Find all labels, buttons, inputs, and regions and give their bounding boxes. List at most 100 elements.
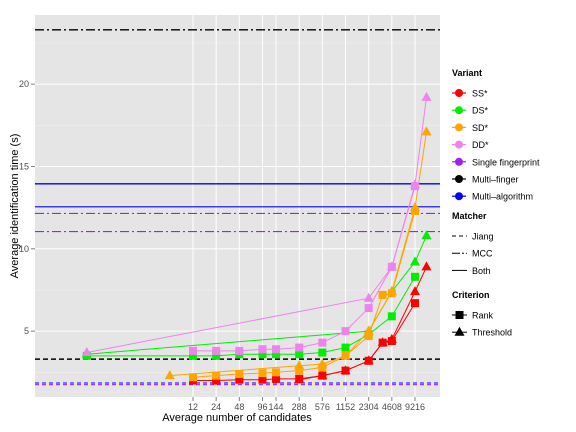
threshold-marker (386, 261, 397, 271)
rank-marker (364, 332, 373, 341)
series-line (299, 266, 427, 381)
threshold-marker (363, 292, 374, 302)
grid-minor (35, 42, 440, 373)
x-tick-label: 144 (269, 402, 284, 412)
y-axis-title: Average identification time (s) (9, 134, 21, 279)
data-series (81, 91, 432, 385)
rank-marker (212, 346, 221, 355)
threshold-marker (317, 358, 328, 368)
rank-marker (341, 327, 350, 336)
rank-marker (212, 376, 221, 385)
y-tick-label: 5 (24, 326, 29, 336)
legend-label-variant: DD* (472, 140, 489, 150)
rank-marker (212, 371, 221, 380)
y-tick-label: 20 (19, 79, 29, 89)
rank-marker (378, 290, 387, 299)
threshold-marker (421, 261, 432, 271)
threshold-marker (410, 179, 420, 189)
legend-label-variant: SD* (472, 123, 489, 133)
legend-label-matcher: MCC (472, 249, 493, 259)
rank-marker (235, 369, 244, 378)
legend-label-criterion: Rank (472, 311, 494, 321)
rank-marker (364, 304, 373, 313)
x-tick-label: 1152 (336, 402, 355, 412)
threshold-marker (410, 286, 420, 296)
legend-label-variant: Multi–algorithm (472, 192, 533, 202)
rank-marker (189, 351, 197, 360)
rank-marker (272, 374, 281, 383)
rank-marker (295, 343, 304, 352)
threshold-marker (410, 256, 420, 266)
legend-key-dot (455, 123, 463, 132)
legend-title-criterion: Criterion (452, 290, 490, 300)
x-tick-label: 96 (257, 402, 267, 412)
rank-marker (189, 373, 197, 382)
rank-marker (189, 346, 197, 355)
threshold-marker (294, 360, 305, 370)
x-tick-label: 9216 (405, 402, 425, 412)
rank-marker (411, 272, 419, 281)
rank-marker (258, 369, 267, 378)
x-tick-label: 2304 (359, 402, 379, 412)
rank-marker (295, 366, 304, 375)
legend-label-matcher: Both (472, 266, 491, 276)
legend-label-variant: Multi–finger (472, 175, 519, 185)
threshold-marker (421, 91, 432, 101)
threshold-marker (386, 333, 397, 343)
legend-key-dot (455, 192, 463, 201)
threshold-marker (164, 370, 175, 380)
series-line (169, 131, 427, 377)
y-tick-label: 10 (19, 244, 29, 254)
threshold-marker (421, 126, 432, 136)
rank-marker (258, 345, 267, 354)
y-tick-label: 15 (19, 161, 29, 171)
rank-marker (272, 350, 281, 359)
axes: 5 10 15 20 12 24 48 96 144 288 576 1152 2304 4608 9216 (19, 79, 425, 412)
rank-marker (258, 375, 267, 384)
x-tick-label: 48 (234, 402, 244, 412)
grid-major (35, 15, 440, 397)
legend-key-triangle (454, 326, 465, 336)
legend-title-variant: Variant (452, 68, 482, 78)
threshold-marker (317, 370, 328, 380)
x-tick-label: 576 (315, 402, 330, 412)
legend-key-dot (455, 175, 463, 183)
legend: Variant SS* DS* SD* DD* Single fingerprint Mul… (452, 68, 540, 338)
rank-marker (341, 343, 350, 352)
threshold-marker (340, 350, 351, 360)
rank-marker (212, 351, 221, 360)
x-tick-label: 4608 (382, 402, 402, 412)
threshold-marker (340, 365, 351, 375)
legend-label-variant: Single fingerprint (472, 157, 540, 167)
legend-label-criterion: Threshold (472, 328, 512, 338)
threshold-marker (363, 355, 374, 365)
legend-title-matcher: Matcher (452, 211, 487, 221)
threshold-marker (377, 337, 388, 347)
legend-key-dot (455, 140, 463, 149)
rank-marker (318, 338, 327, 347)
threshold-marker (386, 286, 397, 296)
legend-key-square (455, 311, 464, 319)
threshold-marker (363, 325, 374, 335)
rank-marker (318, 348, 327, 357)
x-tick-label: 288 (292, 402, 307, 412)
rank-marker (235, 375, 244, 384)
rank-marker (258, 350, 267, 359)
rank-marker (272, 345, 281, 354)
legend-label-matcher: Jiang (472, 232, 494, 242)
threshold-marker (410, 202, 420, 212)
legend-label-variant: DS* (472, 106, 489, 116)
rank-marker (295, 350, 304, 359)
rank-marker (235, 346, 244, 355)
legend-key-dot (455, 157, 463, 166)
rank-marker (411, 299, 419, 308)
x-tick-label: 12 (188, 402, 198, 412)
threshold-marker (294, 374, 305, 384)
legend-key-dot (455, 89, 463, 97)
threshold-marker (421, 230, 432, 240)
x-axis-title: Average number of candidates (162, 412, 312, 424)
threshold-marker (81, 347, 92, 357)
rank-marker (387, 312, 396, 321)
legend-key-dot (455, 106, 463, 115)
